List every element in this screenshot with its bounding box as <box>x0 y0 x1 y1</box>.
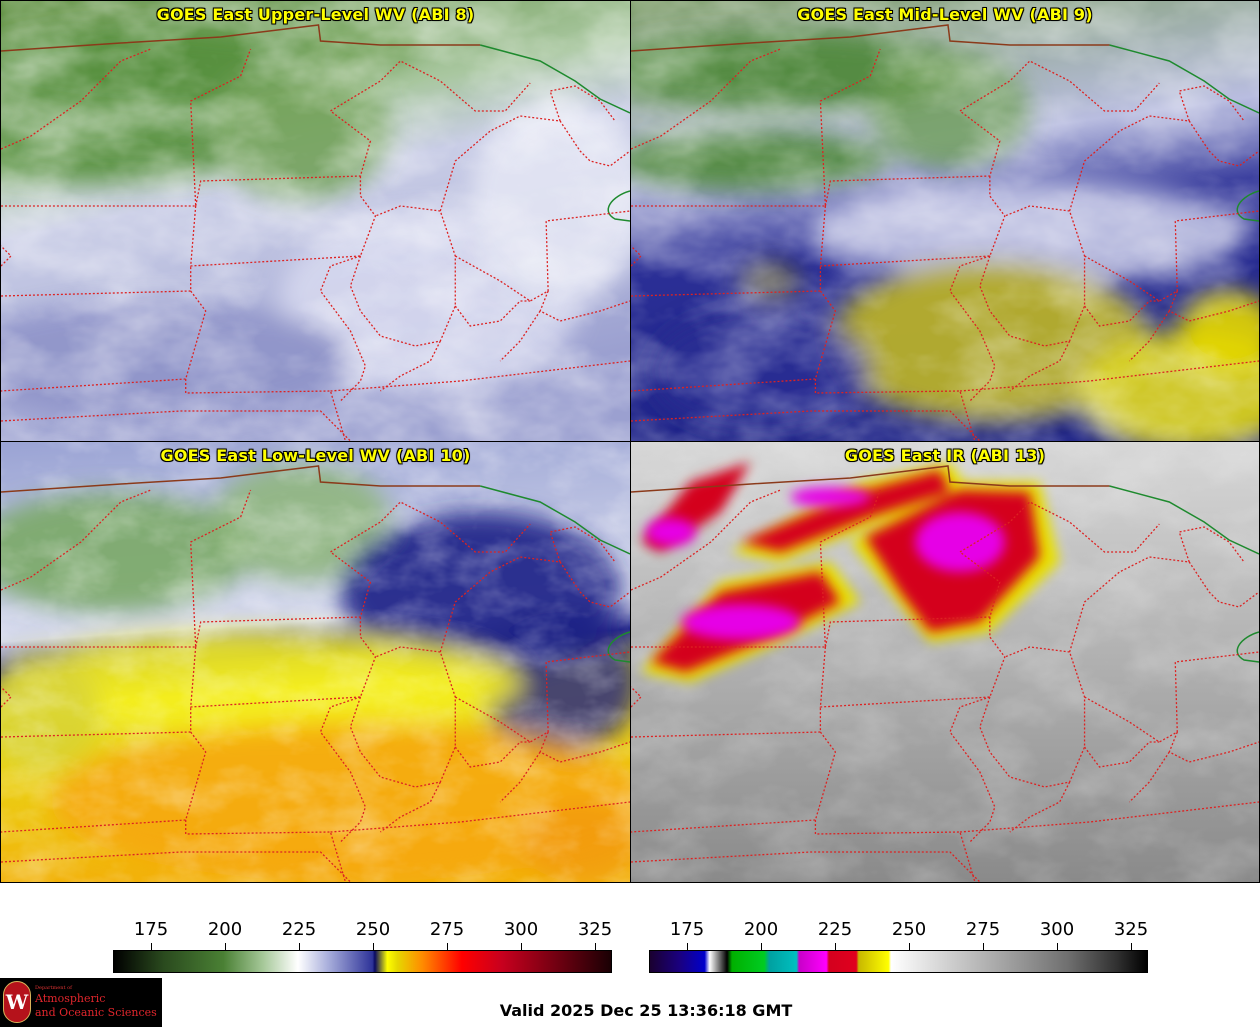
ir-tick-label: 200 <box>743 919 779 940</box>
logo-oceanic-text: and Oceanic Sciences <box>35 1006 157 1019</box>
ir-tick-label: 250 <box>891 919 927 940</box>
wv-tick-label: 300 <box>503 919 539 940</box>
valid-time-label: Valid 2025 Dec 25 13:36:18 GMT <box>499 1001 793 1020</box>
ir-tick-label: 225 <box>817 919 853 940</box>
ir-title: GOES East IR (ABI 13) <box>844 446 1046 465</box>
low-level-wv-panel: GOES East Low-Level WV (ABI 10) <box>0 441 631 883</box>
ir-tick-label: 300 <box>1039 919 1075 940</box>
upper-level-wv-image <box>1 1 630 441</box>
ir-panel: GOES East IR (ABI 13) <box>630 441 1260 883</box>
aos-logo[interactable]: W Department of Atmospheric and Oceanic … <box>0 978 162 1027</box>
ir-tick-label: 325 <box>1113 919 1149 940</box>
logo-department-text: Department of <box>35 985 72 991</box>
mid-level-wv-panel: GOES East Mid-Level WV (ABI 9) <box>630 0 1260 442</box>
wv-tick-label: 225 <box>281 919 317 940</box>
uw-crest-icon: W <box>3 981 31 1023</box>
wv-tick-label: 175 <box>133 919 169 940</box>
upper-level-wv-title: GOES East Upper-Level WV (ABI 8) <box>156 5 475 24</box>
wv-tick-label: 250 <box>355 919 391 940</box>
upper-level-wv-panel: GOES East Upper-Level WV (ABI 8) <box>0 0 631 442</box>
mid-level-wv-image <box>631 1 1259 441</box>
wv-colorbar <box>113 950 612 973</box>
logo-atmospheric-text: Atmospheric <box>35 992 106 1005</box>
ir-image <box>631 442 1259 882</box>
mid-level-wv-title: GOES East Mid-Level WV (ABI 9) <box>797 5 1093 24</box>
wv-tick-label: 275 <box>429 919 465 940</box>
ir-colorbar <box>649 950 1148 973</box>
wv-tick-label: 200 <box>207 919 243 940</box>
ir-tick-label: 175 <box>669 919 705 940</box>
low-level-wv-image <box>1 442 630 882</box>
wv-tick-label: 325 <box>577 919 613 940</box>
ir-tick-label: 275 <box>965 919 1001 940</box>
low-level-wv-title: GOES East Low-Level WV (ABI 10) <box>160 446 471 465</box>
